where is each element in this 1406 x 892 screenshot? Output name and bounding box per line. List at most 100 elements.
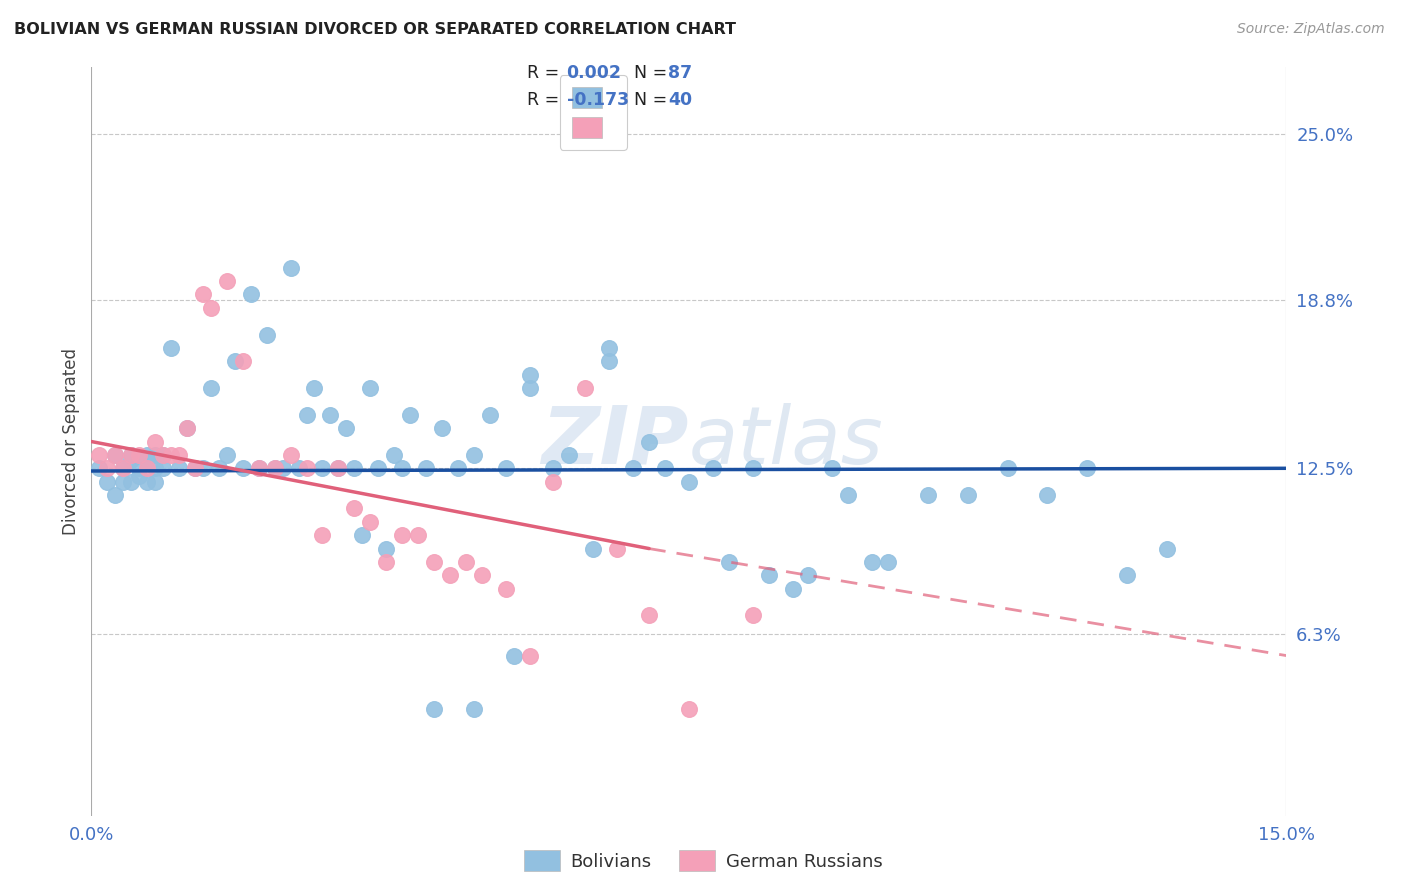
Point — [152, 461, 174, 475]
Point — [287, 461, 309, 475]
Point — [200, 381, 222, 395]
Point — [495, 461, 517, 475]
Point — [352, 528, 374, 542]
Point — [758, 568, 780, 582]
Point — [128, 461, 150, 475]
Point — [1076, 461, 1098, 475]
Point — [160, 448, 183, 462]
Point — [176, 421, 198, 435]
Point — [741, 461, 763, 475]
Point — [128, 448, 150, 462]
Text: atlas: atlas — [689, 402, 884, 481]
Point — [1036, 488, 1059, 502]
Point — [152, 448, 174, 462]
Legend: Bolivians, German Russians: Bolivians, German Russians — [516, 843, 890, 879]
Point — [415, 461, 437, 475]
Point — [837, 488, 859, 502]
Point — [359, 515, 381, 529]
Point — [263, 461, 285, 475]
Point — [96, 461, 118, 475]
Point — [502, 648, 524, 663]
Point — [271, 461, 294, 475]
Point — [782, 582, 804, 596]
Point — [311, 528, 333, 542]
Point — [295, 408, 318, 422]
Point — [606, 541, 628, 556]
Point — [463, 448, 485, 462]
Text: 0.002: 0.002 — [567, 64, 621, 82]
Point — [399, 408, 422, 422]
Point — [143, 448, 166, 462]
Point — [200, 301, 222, 315]
Point — [167, 461, 190, 475]
Point — [263, 461, 285, 475]
Point — [375, 555, 398, 569]
Point — [375, 541, 398, 556]
Point — [184, 461, 207, 475]
Point — [120, 448, 142, 462]
Point — [104, 448, 127, 462]
Point — [319, 408, 342, 422]
Point — [120, 475, 142, 489]
Point — [678, 702, 700, 716]
Point — [176, 421, 198, 435]
Point — [391, 528, 413, 542]
Point — [478, 408, 501, 422]
Point — [128, 469, 150, 483]
Point — [104, 448, 127, 462]
Point — [136, 475, 159, 489]
Text: Source: ZipAtlas.com: Source: ZipAtlas.com — [1237, 22, 1385, 37]
Point — [215, 448, 238, 462]
Point — [232, 354, 254, 368]
Point — [280, 448, 302, 462]
Point — [423, 702, 446, 716]
Point — [224, 354, 246, 368]
Point — [638, 608, 661, 623]
Point — [247, 461, 270, 475]
Point — [328, 461, 350, 475]
Text: 40: 40 — [668, 91, 692, 109]
Text: N =: N = — [623, 91, 672, 109]
Point — [136, 461, 159, 475]
Point — [184, 461, 207, 475]
Point — [136, 453, 159, 467]
Point — [89, 461, 111, 475]
Point — [191, 461, 214, 475]
Point — [304, 381, 326, 395]
Point — [454, 555, 477, 569]
Point — [519, 648, 541, 663]
Point — [335, 421, 357, 435]
Point — [343, 461, 366, 475]
Point — [239, 287, 262, 301]
Point — [621, 461, 644, 475]
Point — [582, 541, 605, 556]
Point — [717, 555, 740, 569]
Point — [343, 501, 366, 516]
Point — [598, 354, 620, 368]
Point — [295, 461, 318, 475]
Point — [367, 461, 389, 475]
Point — [256, 327, 278, 342]
Point — [543, 475, 565, 489]
Point — [654, 461, 676, 475]
Point — [956, 488, 979, 502]
Point — [558, 448, 581, 462]
Point — [232, 461, 254, 475]
Point — [423, 555, 446, 569]
Point — [143, 461, 166, 475]
Point — [280, 260, 302, 275]
Point — [430, 421, 453, 435]
Point — [1116, 568, 1139, 582]
Point — [495, 582, 517, 596]
Point — [997, 461, 1019, 475]
Point — [471, 568, 494, 582]
Point — [89, 448, 111, 462]
Text: R =: R = — [527, 91, 565, 109]
Point — [215, 274, 238, 288]
Point — [112, 461, 135, 475]
Point — [143, 475, 166, 489]
Text: R =: R = — [527, 64, 565, 82]
Point — [519, 368, 541, 382]
Point — [120, 453, 142, 467]
Text: -0.173: -0.173 — [567, 91, 628, 109]
